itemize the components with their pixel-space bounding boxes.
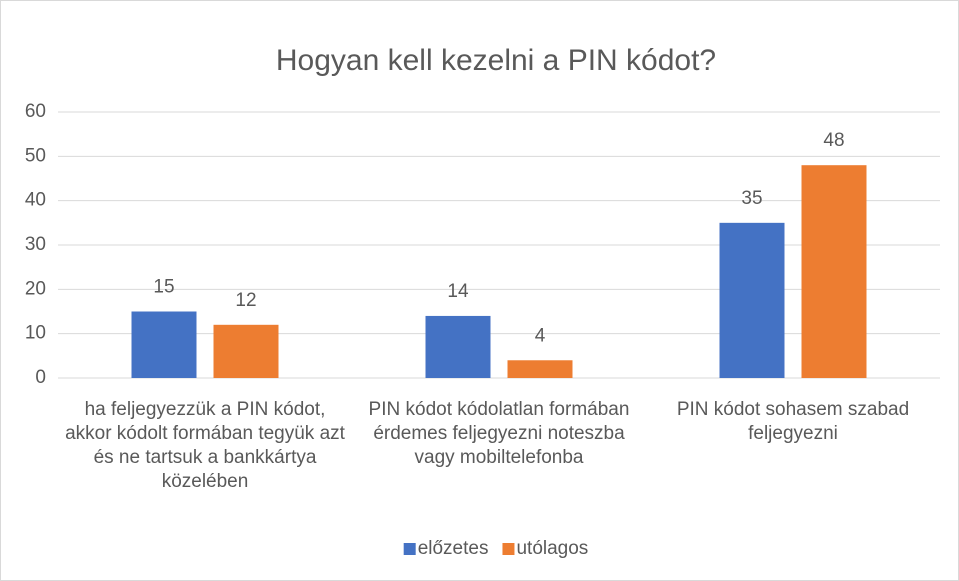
bar <box>425 315 491 378</box>
data-label: 12 <box>235 290 256 311</box>
legend-label: előzetes <box>418 538 489 559</box>
data-label: 48 <box>823 130 844 151</box>
legend-label: utólagos <box>516 538 588 559</box>
y-tick-label: 40 <box>25 190 46 211</box>
y-tick-label: 0 <box>35 367 46 388</box>
bar <box>213 324 279 378</box>
data-label: 14 <box>447 281 469 302</box>
x-tick-label: PIN kódot kódolatlan formában érdemes fe… <box>368 399 630 468</box>
y-tick-label: 10 <box>25 323 46 344</box>
bar <box>719 222 785 378</box>
y-tick-label: 20 <box>25 278 46 299</box>
y-tick-label: 30 <box>25 234 46 255</box>
legend-swatch <box>403 543 416 555</box>
x-tick-label: ha feljegyezzük a PIN kódot, akkor kódol… <box>65 399 345 492</box>
legend-swatch <box>502 543 515 555</box>
data-label: 4 <box>535 325 546 346</box>
y-tick-label: 60 <box>25 101 46 122</box>
x-tick-label: PIN kódot sohasem szabad feljegyezni <box>676 399 910 444</box>
chart-title: Hogyan kell kezelni a PIN kódot? <box>276 44 716 77</box>
bar <box>131 311 197 378</box>
bar <box>801 165 867 378</box>
bar <box>507 360 573 378</box>
data-label: 15 <box>153 277 174 298</box>
y-tick-label: 50 <box>25 145 46 166</box>
data-label: 35 <box>741 188 762 209</box>
